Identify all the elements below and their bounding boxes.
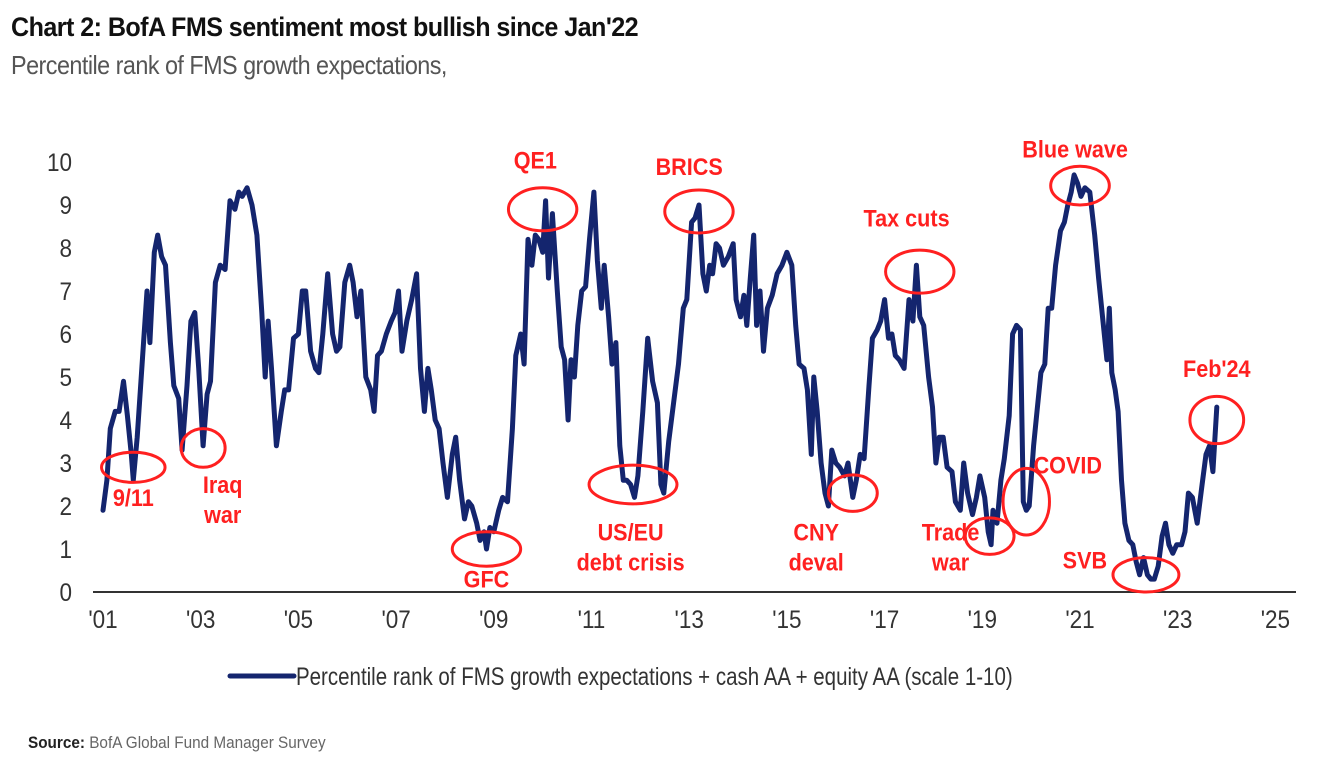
- annotation-circle: [587, 463, 679, 506]
- annotation-label: war: [931, 548, 969, 575]
- legend-label: Percentile rank of FMS growth expectatio…: [296, 662, 1013, 690]
- y-tick-label: 3: [59, 450, 72, 478]
- annotation-label: Trade: [922, 518, 980, 545]
- annotation-circle: [884, 248, 956, 295]
- annotation-circle: [826, 473, 879, 513]
- annotation: Iraq war: [179, 427, 243, 528]
- annotation-circle: [179, 427, 227, 469]
- y-tick-label: 9: [59, 192, 72, 220]
- y-tick-label: 1: [59, 536, 72, 564]
- annotations: 9/11 Iraq war GFC QE1 US/EU debt crisis BRICS CN…: [100, 136, 1251, 594]
- annotation-label: COVID: [1034, 452, 1102, 479]
- annotation: GFC: [450, 530, 523, 593]
- annotation-label: CNY: [793, 518, 839, 545]
- annotation-circle: [663, 188, 735, 235]
- annotation-label: deval: [789, 548, 844, 575]
- source-text: BofA Global Fund Manager Survey: [89, 733, 326, 752]
- annotation-circle: [450, 530, 523, 568]
- x-tick-label: '15: [772, 606, 801, 634]
- annotation-circle: [1001, 466, 1051, 537]
- annotation-circle: [1049, 164, 1111, 207]
- annotation-label: Blue wave: [1022, 136, 1128, 163]
- x-tick-label: '19: [968, 606, 997, 634]
- annotation-circle: [1111, 556, 1181, 594]
- annotation-label: 9/11: [113, 484, 154, 511]
- x-tick-label: '25: [1261, 606, 1290, 634]
- annotation: BRICS: [656, 153, 735, 235]
- x-tick-label: '11: [578, 606, 606, 634]
- series-line: [100, 172, 1220, 582]
- x-tick-label: '17: [870, 606, 899, 634]
- annotation-label: BRICS: [656, 153, 723, 180]
- annotation-label: US/EU: [598, 518, 664, 545]
- x-tick-label: '03: [186, 606, 215, 634]
- y-tick-label: 0: [59, 579, 72, 607]
- y-tick-label: 8: [59, 235, 72, 263]
- annotation: US/EU debt crisis: [577, 463, 685, 576]
- x-tick-label: '07: [381, 606, 410, 634]
- annotation: SVB: [1063, 546, 1181, 594]
- annotation-label: Iraq: [203, 471, 243, 498]
- x-tick-label: '21: [1065, 606, 1094, 634]
- source-note: Source: BofA Global Fund Manager Survey: [28, 733, 326, 753]
- annotation-circle: [963, 516, 1016, 556]
- annotation: Blue wave: [1022, 136, 1128, 207]
- annotation-label: QE1: [514, 146, 558, 173]
- annotation-label: debt crisis: [577, 548, 685, 575]
- annotation: Feb'24: [1183, 355, 1251, 446]
- annotation-label: SVB: [1063, 546, 1107, 573]
- y-tick-label: 6: [59, 321, 72, 349]
- x-tick-label: '01: [88, 606, 117, 634]
- y-axis-ticks: 0 1 2 3 4 5 6 7 8 9 10: [47, 149, 72, 607]
- x-tick-label: '23: [1163, 606, 1192, 634]
- y-tick-label: 5: [59, 364, 72, 392]
- source-label: Source:: [28, 733, 85, 752]
- annotation-label: war: [203, 501, 241, 528]
- annotation-label: Tax cuts: [864, 204, 950, 231]
- annotation: Tax cuts: [864, 204, 956, 295]
- annotation: QE1: [506, 146, 579, 233]
- x-tick-label: '09: [479, 606, 508, 634]
- annotation-circle: [1188, 394, 1246, 446]
- legend: Percentile rank of FMS growth expectatio…: [227, 662, 1013, 690]
- y-tick-label: 2: [59, 493, 72, 521]
- annotation: COVID: [1001, 452, 1102, 537]
- annotation-label: Feb'24: [1183, 355, 1251, 382]
- y-tick-label: 7: [59, 278, 72, 306]
- annotation: CNY deval: [789, 473, 879, 576]
- x-tick-label: '05: [284, 606, 313, 634]
- chart-subtitle: Percentile rank of FMS growth expectatio…: [11, 50, 447, 80]
- x-axis-ticks: '01 '03 '05 '07 '09 '11 '13 '15 '17 '19 '21 '23 '25: [88, 606, 1290, 634]
- x-tick-label: '13: [675, 606, 704, 634]
- annotation-label: GFC: [464, 566, 510, 593]
- y-tick-label: 4: [59, 407, 72, 435]
- annotation-circle: [100, 450, 167, 484]
- annotation-circle: [506, 186, 579, 233]
- annotation: 9/11: [100, 450, 167, 511]
- chart-title: Chart 2: BofA FMS sentiment most bullish…: [11, 12, 639, 42]
- y-tick-label: 10: [47, 149, 72, 177]
- annotation: Trade war: [922, 516, 1016, 576]
